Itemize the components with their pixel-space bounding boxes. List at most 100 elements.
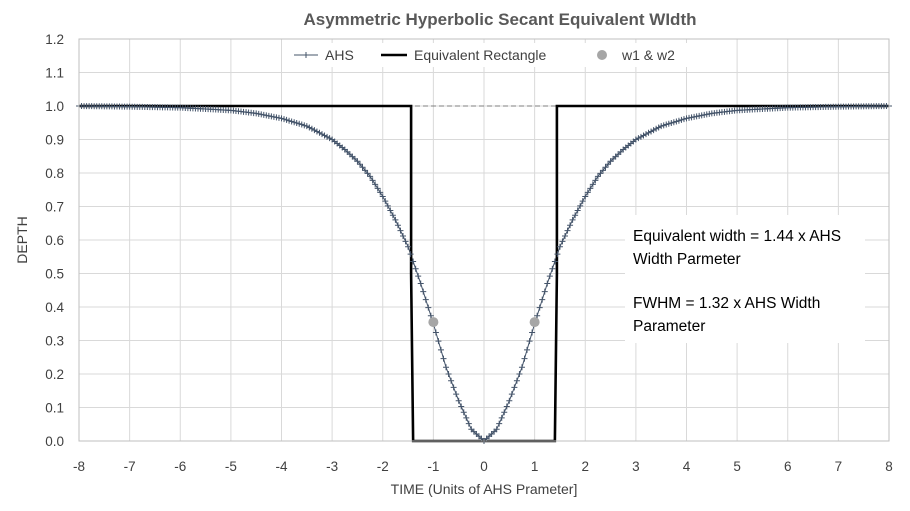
y-tick-label: 1.2 [45,32,64,47]
ahs-marker [402,238,409,245]
ahs-marker [655,124,662,131]
ahs-marker [521,355,528,362]
x-tick-label: 2 [581,459,589,474]
ahs-marker [688,114,695,121]
y-tick-label: 0.2 [45,367,64,382]
y-tick-label: 0.3 [45,334,64,349]
y-axis-label: DEPTH [14,216,30,263]
legend-ahs-label: AHS [325,47,354,63]
ahs-marker [597,170,604,177]
annotation-background [625,215,865,343]
ahs-marker [511,384,518,391]
ahs-marker [417,280,424,287]
ahs-marker [683,115,690,122]
series-ahs-markers [76,103,892,444]
ahs-marker [516,371,523,377]
ahs-marker [493,426,500,433]
ahs-marker [663,121,670,128]
ahs-marker [306,124,313,131]
ahs-marker [265,112,272,119]
x-tick-label: 5 [733,459,741,474]
ahs-marker [569,216,576,223]
ahs-marker [503,403,510,410]
ahs-marker [354,158,361,165]
ahs-marker [653,125,660,132]
ahs-marker [546,273,553,280]
ahs-marker [255,110,262,117]
x-tick-label: 0 [480,459,488,474]
ahs-marker [635,135,642,142]
ahs-marker [670,119,677,126]
ahs-marker [534,312,541,319]
ahs-marker [589,181,596,188]
ahs-marker [592,177,599,184]
legend-w-swatch [597,50,607,60]
y-tick-label: 1.0 [45,99,64,114]
ahs-marker [584,189,591,196]
ahs-marker [407,251,414,258]
ahs-marker [460,409,467,416]
tick-labels: -8 -7 -6 -5 -4 -3 -2 -1 0 1 2 3 4 5 6 7 8 0.0 0.1 0.2 0.3 0.4… [45,32,893,474]
y-tick-label: 0.6 [45,233,64,248]
ahs-marker [698,112,705,119]
ahs-marker [577,202,584,209]
legend-rectangle-label: Equivalent Rectangle [414,47,547,63]
annotation-line: Parameter [633,318,705,335]
ahs-marker [602,164,609,171]
ahs-marker [435,338,442,345]
ahs-marker [321,132,328,139]
ahs-marker [281,116,288,123]
ahs-marker [308,125,315,132]
ahs-marker [394,222,401,229]
ahs-marker [387,207,394,214]
x-tick-label: -6 [174,459,186,474]
legend-w-label: w1 & w2 [621,47,675,63]
ahs-marker [562,232,568,239]
y-tick-label: 1.1 [45,66,64,81]
annotation-line: FWHM = 1.32 x AHS Width [633,295,820,312]
ahs-marker [605,161,612,168]
ahs-marker [706,110,713,117]
ahs-marker [524,346,531,353]
ahs-marker [496,420,503,427]
ahs-marker [283,116,290,123]
ahs-marker [556,243,563,250]
ahs-marker [660,122,667,129]
ahs-marker [298,121,305,128]
ahs-marker [680,116,687,123]
ahs-marker [286,117,293,124]
ahs-marker [369,177,376,184]
ahs-marker [513,377,520,384]
x-tick-label: 8 [885,459,893,474]
ahs-marker [356,161,363,168]
ahs-marker [696,112,703,119]
ahs-marker [427,312,434,319]
ahs-marker [686,114,693,121]
ahs-marker [384,202,391,209]
ahs-marker [564,227,571,234]
ahs-marker [311,127,318,134]
ahs-marker [691,113,698,120]
x-tick-label: 1 [531,459,539,474]
y-tick-label: 0.5 [45,267,64,282]
ahs-marker [263,112,270,119]
ahs-marker [574,207,581,214]
ahs-marker [412,265,419,272]
ahs-marker [270,113,277,120]
ahs-marker [359,164,366,171]
ahs-marker [640,132,647,139]
x-tick-label: -7 [124,459,136,474]
ahs-marker [506,397,513,404]
ahs-marker [268,113,275,120]
x-axis-label: TIME (Units of AHS Prameter] [391,481,578,497]
y-tick-label: 0.8 [45,166,64,181]
ahs-marker [465,420,472,427]
ahs-marker [668,120,675,127]
ahs-marker [303,123,310,130]
ahs-marker [572,212,579,219]
ahs-marker [455,397,462,404]
x-tick-label: 4 [683,459,691,474]
ahs-marker [645,129,652,136]
ahs-marker [440,355,447,362]
